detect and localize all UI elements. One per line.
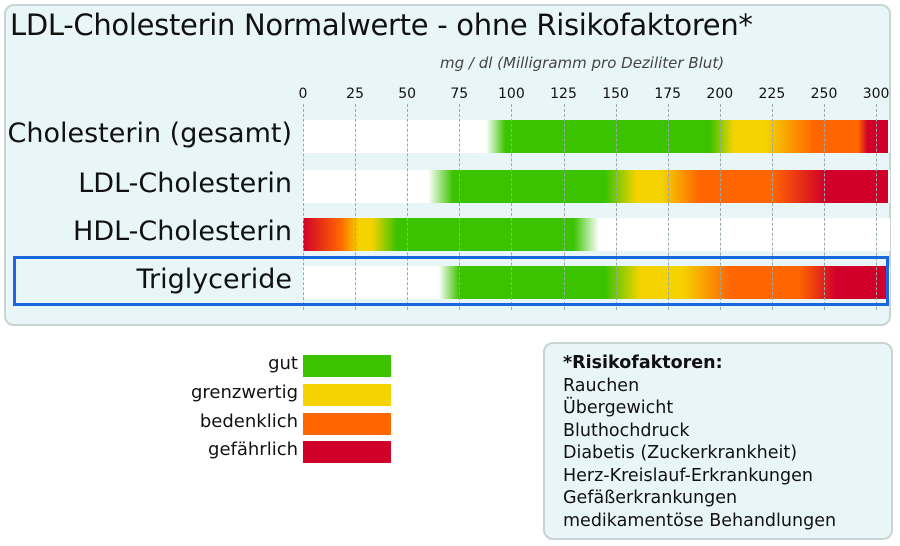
gridline xyxy=(303,104,304,310)
risk-factor-item: Übergewicht xyxy=(563,398,674,418)
chart-title: LDL-Cholesterin Normalwerte - ohne Risik… xyxy=(10,8,753,42)
risk-factor-item: Bluthochdruck xyxy=(563,420,690,441)
tick-label: 150 xyxy=(602,86,629,102)
bar-triglyceride xyxy=(303,266,888,299)
legend-swatch xyxy=(303,441,391,463)
gridline xyxy=(511,104,513,310)
tick-label: 0 xyxy=(298,86,308,102)
legend-swatch xyxy=(303,413,391,435)
bar-hdl-cholesterin xyxy=(303,218,888,251)
gridline xyxy=(459,104,461,310)
legend-label: gefährlich xyxy=(208,439,298,460)
risk-factors-title: *Risikofaktoren: xyxy=(563,353,723,373)
gridline xyxy=(719,104,721,310)
risk-factor-item: Diabetis (Zuckerkrankheit) xyxy=(563,443,798,463)
risk-factor-item: medikamentöse Behandlungen xyxy=(563,510,837,531)
risk-factor-item: Herz-Kreislauf-Erkrankungen xyxy=(563,465,813,486)
row-label: HDL-Cholesterin xyxy=(73,216,292,247)
row-label: Triglyceride xyxy=(136,264,292,295)
gridline xyxy=(667,104,669,310)
gridline xyxy=(563,104,565,310)
row-label: Cholesterin (gesamt) xyxy=(7,118,292,149)
legend-label: gut xyxy=(268,353,298,374)
risk-factors-box: *Risikofaktoren: Rauchen Übergewicht Bluth… xyxy=(543,342,893,540)
gridline xyxy=(824,104,825,310)
axis-unit-label: mg / dl (Milligramm pro Deziliter Blut) xyxy=(440,54,725,72)
tick-label: 125 xyxy=(550,86,577,102)
legend-swatch xyxy=(303,355,391,377)
tick-label: 200 xyxy=(706,86,734,102)
tick-label: 100 xyxy=(498,86,525,102)
row-label: LDL-Cholesterin xyxy=(78,168,292,199)
bar-cholesterin-gesamt- xyxy=(303,120,888,153)
tick-label: 225 xyxy=(758,86,786,102)
gridline xyxy=(771,104,773,310)
legend-label: bedenklich xyxy=(199,411,298,432)
gridline xyxy=(407,104,409,310)
gridline xyxy=(355,104,357,310)
tick-label: 75 xyxy=(450,86,469,102)
tick-label: 25 xyxy=(346,86,365,102)
highlight-box-triglyceride xyxy=(13,256,889,306)
tick-label: 300 xyxy=(862,86,890,102)
tick-label: 250 xyxy=(810,86,838,102)
tick-label: 175 xyxy=(654,86,682,102)
gridline xyxy=(876,104,878,310)
tick-label: 50 xyxy=(398,86,417,102)
risk-factor-item: Gefäßerkrankungen xyxy=(563,488,738,508)
bar-ldl-cholesterin xyxy=(303,170,888,203)
gridline xyxy=(615,104,617,310)
legend-label: grenzwertig xyxy=(190,382,298,403)
legend-swatch xyxy=(303,384,391,406)
risk-factor-item: Rauchen xyxy=(563,375,640,396)
